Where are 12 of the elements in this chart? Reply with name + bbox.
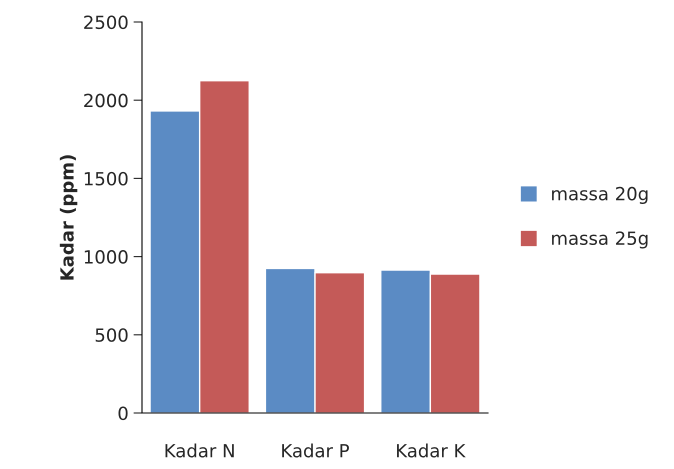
y-tick-label: 2500 [84,15,128,30]
y-tick-label: 1000 [84,250,128,264]
legend-label: massa 25g [552,231,648,249]
y-tick-label: 500 [96,328,128,342]
legend-label: massa 20g [552,186,648,204]
x-tick-label: Kadar N [166,444,234,458]
y-tick-label: 1500 [84,172,128,186]
y-tick-label: 2000 [84,94,128,108]
y-tick-label: 0 [118,406,128,420]
y-axis-title: Kadar (ppm) [60,155,78,280]
x-tick-label: Kadar K [397,444,466,458]
x-tick-label: Kadar P [282,444,349,458]
